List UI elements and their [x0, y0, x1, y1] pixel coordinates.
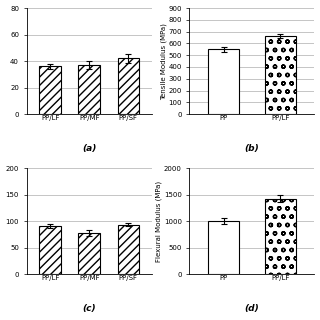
Text: (b): (b): [244, 144, 259, 153]
Bar: [39, 226, 61, 274]
Bar: [265, 199, 296, 274]
Bar: [117, 225, 139, 274]
Y-axis label: Flexural Modulus (MPa): Flexural Modulus (MPa): [156, 180, 162, 262]
Bar: [208, 221, 239, 274]
Text: (c): (c): [82, 304, 96, 313]
Text: (a): (a): [82, 144, 96, 153]
Y-axis label: Tensile Modulus (MPa): Tensile Modulus (MPa): [160, 23, 167, 100]
Bar: [78, 233, 100, 274]
Bar: [39, 66, 61, 114]
Bar: [208, 49, 239, 114]
Bar: [265, 36, 296, 114]
Text: (d): (d): [244, 304, 259, 313]
Bar: [117, 59, 139, 114]
Bar: [78, 65, 100, 114]
